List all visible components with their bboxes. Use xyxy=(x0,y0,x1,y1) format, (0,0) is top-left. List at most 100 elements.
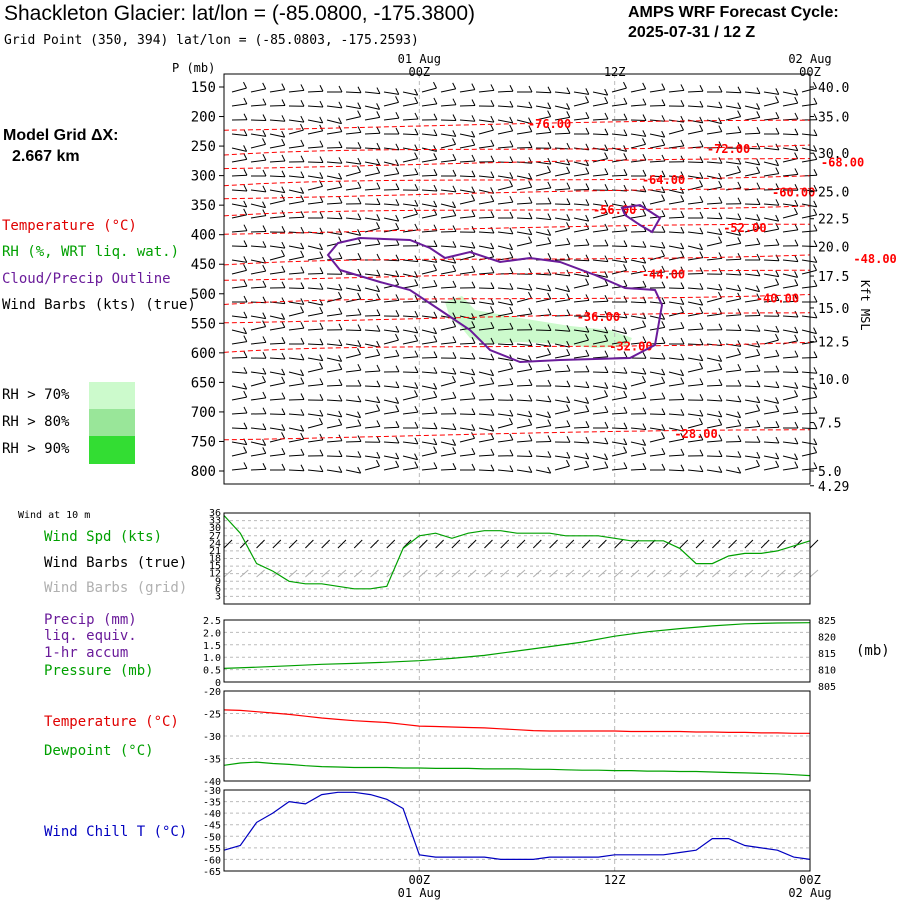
wind-barb-flag xyxy=(756,253,761,261)
wind-barb-flag xyxy=(794,271,799,278)
wind-barb xyxy=(288,454,304,457)
wind-barb-flag xyxy=(547,395,552,403)
wind-barb-flag xyxy=(699,354,704,361)
wind-barb xyxy=(326,455,343,458)
wind-barb-flag xyxy=(623,390,628,398)
height-tick-label: 12.5 xyxy=(818,336,849,351)
wind-barb-flag xyxy=(281,313,286,320)
wind-barb-grid xyxy=(370,569,379,578)
wind-barb-flag xyxy=(680,432,685,440)
wind-barb-flag xyxy=(566,309,571,316)
wind-barb xyxy=(459,104,476,107)
wind-barb xyxy=(288,311,304,317)
wind-barb xyxy=(459,200,475,205)
wind-barb xyxy=(326,368,342,373)
wind-barb-grid xyxy=(630,569,640,578)
wind-barb-flag xyxy=(699,267,704,274)
wind-barb-flag xyxy=(509,84,514,92)
wind-barb xyxy=(535,187,551,191)
wind-barb-flag xyxy=(585,254,590,262)
cross-section-panel: -76.00-72.00-68.00-64.00-60.00-56.00-52.… xyxy=(172,52,897,495)
wind-barb xyxy=(345,343,361,347)
wind-barb-flag xyxy=(737,379,742,387)
wind-barb-flag xyxy=(414,366,419,373)
wind-barb-flag xyxy=(547,308,552,315)
wind-barb-flag xyxy=(547,292,552,300)
wind-barb xyxy=(763,455,779,460)
wind-barb-flag xyxy=(471,83,476,90)
wind-barb-flag xyxy=(414,199,419,207)
wind-barb-flag xyxy=(414,453,419,460)
wind-barb-flag xyxy=(566,214,571,221)
wind-barb xyxy=(592,395,608,401)
wind-barb xyxy=(383,147,399,151)
wind-barb xyxy=(497,185,513,191)
wind-barb-flag xyxy=(490,210,495,218)
wind-barb-flag xyxy=(338,212,343,220)
wind-barb xyxy=(630,88,646,93)
wind-barb xyxy=(668,287,685,290)
wind-barb xyxy=(250,371,266,375)
wind-barb xyxy=(554,91,570,95)
wind-barb-flag xyxy=(243,224,248,231)
wind-barb-flag xyxy=(490,464,495,472)
wind-barb-true xyxy=(435,539,444,549)
wind-barb xyxy=(801,87,817,93)
wind-barb-flag xyxy=(642,138,647,145)
wind-barb-flag xyxy=(528,394,533,402)
wind-barb-flag xyxy=(623,351,628,358)
wind-barb-true xyxy=(305,539,314,549)
wind-barb xyxy=(478,175,494,179)
wind-barb-flag xyxy=(623,224,628,231)
wind-barb-flag xyxy=(794,199,799,207)
wind-barb xyxy=(592,284,608,289)
wind-barb xyxy=(649,315,665,320)
wind-barb xyxy=(421,147,437,152)
isotherm-label: -76.00 xyxy=(528,117,571,131)
wind-barb-flag xyxy=(471,424,476,431)
wind-barb xyxy=(440,286,456,289)
wind-barb xyxy=(402,340,418,345)
wind-barb-flag xyxy=(547,363,552,371)
wind-barb-flag xyxy=(376,309,381,316)
top-time-label: 12Z xyxy=(604,65,626,79)
wind-barb xyxy=(535,399,551,403)
wind-barb xyxy=(668,383,684,387)
wind-barb-flag xyxy=(813,438,818,445)
pressure-ytick-label: 825 xyxy=(818,616,836,627)
rh70-label: RH > 70% xyxy=(2,387,70,403)
legend-rh: RH (%, WRT liq. wat.) xyxy=(2,244,180,260)
wind-barb xyxy=(345,273,361,276)
wind-barb-flag xyxy=(509,362,514,369)
wind-barb xyxy=(630,286,646,289)
wind-barb xyxy=(288,272,304,275)
wind-barb-flag xyxy=(813,240,818,247)
wind-barb xyxy=(421,245,438,248)
wind-barb xyxy=(744,354,760,359)
wind-barb-flag xyxy=(566,166,571,174)
pressure-tick-label: 750 xyxy=(191,434,216,450)
wind-barb-flag xyxy=(813,422,818,430)
wind-barb xyxy=(611,103,627,107)
wind-barb-flag xyxy=(300,393,305,400)
wind-barb xyxy=(231,133,247,137)
isotherm-label: -32.00 xyxy=(609,339,652,353)
wind-barb xyxy=(763,228,779,233)
wind-barb-flag xyxy=(471,226,476,233)
wind-barb xyxy=(725,161,741,165)
wind-barb xyxy=(307,201,323,205)
wind-barb-flag xyxy=(642,439,647,446)
wind-barb-flag xyxy=(566,126,571,134)
wind-barb xyxy=(630,301,647,304)
wind-barb-flag xyxy=(243,184,248,192)
wind-barb xyxy=(630,397,646,401)
wind-barb xyxy=(440,315,456,320)
wind-barb xyxy=(592,300,609,303)
wind-barb-flag xyxy=(395,270,400,277)
legend-temperature: Temperature (°C) xyxy=(2,218,137,234)
wind-barb xyxy=(326,242,342,247)
wind-barb-flag xyxy=(547,229,552,236)
wind-barb xyxy=(782,411,798,415)
wind-barb xyxy=(611,385,627,390)
wind-barb-flag xyxy=(357,165,361,173)
